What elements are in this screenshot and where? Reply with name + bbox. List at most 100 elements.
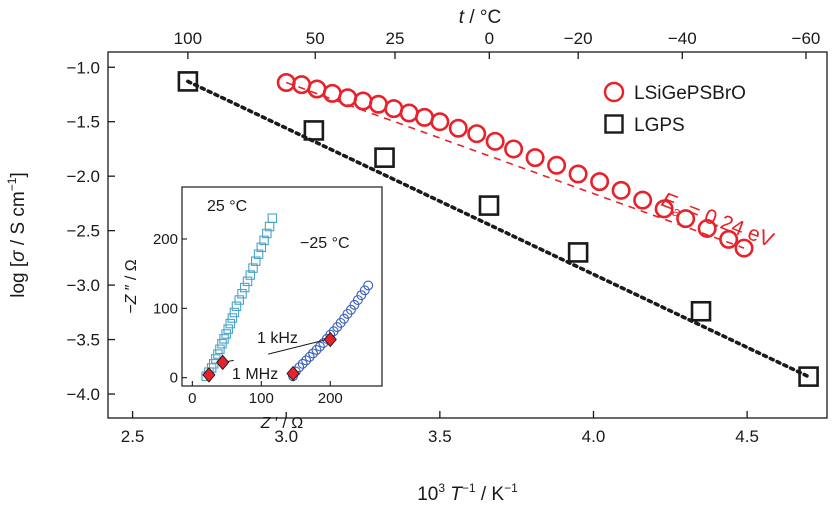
inset-y-tick-label: 0 (170, 370, 178, 387)
inset-25c-point (253, 249, 264, 260)
lsigepsbro-point (568, 164, 588, 184)
inset-25c-point (219, 334, 229, 344)
y-axis: −1.0 −1.5 −2.0 −2.5 −3.0 −3.5 −4.0 (66, 58, 115, 404)
x-tick-label: 4.0 (582, 427, 606, 446)
activation-energy-label: Ea = 0.24 eV (657, 188, 777, 255)
inset-x-tick-label: 100 (249, 390, 274, 407)
legend-symbol-square (604, 114, 624, 134)
lsigepsbro-point (414, 107, 434, 127)
inset-25c-point (256, 242, 267, 253)
inset-background (170, 178, 388, 412)
top-tick-label: −40 (668, 29, 697, 48)
inset-minus25c-point (311, 344, 322, 355)
inset-25c-point (223, 324, 233, 334)
top-tick-label: 100 (174, 29, 202, 48)
top-tick-label: 25 (386, 29, 405, 48)
top-tick-label: 0 (485, 29, 494, 48)
inset-25c-point (231, 301, 242, 312)
inset-label-1khz: 1 kHz (257, 330, 298, 347)
inset-25c-point (237, 289, 247, 299)
x-axis: 2.5 3.0 3.5 4.0 4.5 (121, 411, 759, 446)
lsigepsbro-point (719, 229, 739, 249)
lsigepsbro-point (654, 199, 674, 219)
top-tick-label: −60 (792, 29, 821, 48)
lsigepsbro-point (697, 218, 717, 238)
inset-25c-point (267, 213, 278, 223)
inset-frequency-marker (286, 365, 300, 382)
legend: LSiGePSBrO LGPS (603, 81, 746, 136)
lgps-point (374, 147, 395, 168)
inset-25c-point (229, 307, 240, 318)
lsigepsbro-point (338, 88, 358, 108)
lsigepsbro-point (734, 238, 754, 258)
y-axis-title: log [σ / S cm−1] (5, 172, 29, 297)
lsigepsbro-point (307, 79, 327, 99)
inset-minus25c-point (301, 355, 312, 366)
inset-25c-point (262, 228, 272, 239)
inset-25c-point (248, 263, 258, 273)
inset-25c-point (215, 344, 225, 355)
y-tick-label: −3.0 (66, 276, 100, 295)
inset-label-minus25c: −25 °C (300, 235, 350, 252)
y-tick-label: −2.0 (66, 167, 100, 186)
x-tick-label: 4.5 (735, 427, 759, 446)
y-tick-label: −1.0 (66, 58, 100, 77)
inset-minus25c-point (308, 348, 318, 359)
inset-x-tick-label: 0 (188, 390, 196, 407)
lsigepsbro-point (448, 118, 468, 138)
lsigepsbro-point (633, 190, 653, 210)
x-tick-label: 3.5 (428, 427, 452, 446)
inset-frame (181, 186, 383, 387)
legend-label: LGPS (634, 115, 685, 136)
inset-x-tick-label: 200 (318, 390, 343, 407)
lsigepsbro-point (467, 124, 487, 144)
inset-frequency-marker (202, 367, 216, 383)
top-temperature-axis: 100 50 25 0 −20 −40 −60 (174, 29, 821, 59)
inset-25c-point (234, 295, 244, 305)
inset-25c-point (242, 276, 253, 287)
legend-symbol-circle (603, 81, 625, 103)
top-tick-label: 50 (306, 29, 325, 48)
inset-label-25c: 25 °C (207, 198, 247, 215)
lsigepsbro-point (525, 148, 545, 168)
y-tick-label: −2.5 (66, 222, 100, 241)
y-tick-label: −1.5 (66, 113, 100, 132)
lsigepsbro-point (368, 94, 388, 114)
inset-25c-point (227, 313, 238, 323)
inset-25c-point (251, 256, 261, 266)
lgps-point (798, 366, 819, 387)
lsigepsbro-point (322, 83, 342, 103)
lsigepsbro-point (384, 99, 404, 119)
inset-y-axis-title: −Z ″ / Ω (123, 259, 140, 314)
inset-minus25c-point (304, 351, 315, 362)
lsigepsbro-point (590, 172, 610, 192)
inset-25c-point (217, 338, 227, 349)
inset-25c-point (221, 329, 231, 339)
inset-25c-point (245, 270, 256, 280)
inset-25c-point (259, 235, 269, 246)
inset-leader-line (268, 339, 327, 355)
lgps-point (567, 242, 589, 263)
y-tick-label: −4.0 (66, 385, 100, 404)
inset-frequency-marker (323, 331, 337, 348)
inset-minus25c-point (363, 280, 374, 291)
impedance-inset: 0 100 200 0 100 200 Z ′ / Ω −Z ″ / Ω 25 °C −25 °C… (123, 178, 388, 432)
top-axis-title: t / °C (459, 7, 501, 28)
inset-y-tick-label: 200 (153, 231, 178, 248)
lsigepsbro-point (676, 209, 696, 229)
inset-minus25c-point (297, 358, 308, 369)
data-points (177, 71, 819, 387)
x-tick-label: 3.0 (274, 427, 298, 446)
lgps-point (177, 71, 199, 92)
x-axis-title: 103 T−1 / K−1 (417, 481, 518, 505)
fit-line-square (186, 79, 811, 379)
lsigepsbro-point (485, 131, 505, 151)
lgps-point (690, 300, 712, 322)
lsigepsbro-point (430, 112, 450, 132)
x-tick-label: 2.5 (121, 427, 145, 446)
lsigepsbro-point (399, 103, 419, 123)
y-tick-label: −3.5 (66, 331, 100, 350)
inset-y-tick-label: 100 (153, 300, 178, 317)
lsigepsbro-point (547, 155, 567, 175)
